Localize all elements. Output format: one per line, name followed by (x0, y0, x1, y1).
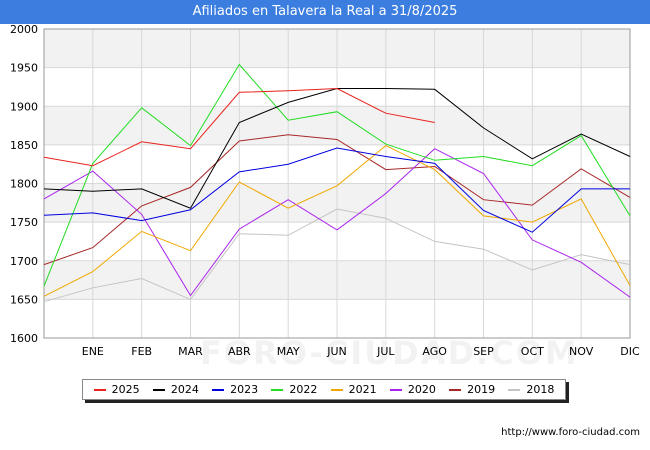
legend-swatch (212, 388, 225, 391)
y-tick-label: 1700 (10, 255, 38, 268)
legend-label: 2019 (467, 383, 496, 396)
legend-label: 2024 (170, 383, 199, 396)
series-line-2025 (43, 87, 435, 167)
legend-swatch (449, 388, 462, 391)
legend-label: 2021 (348, 383, 377, 396)
y-tick-label: 1950 (10, 62, 38, 75)
series-line-2019 (43, 134, 631, 266)
legend-swatch (152, 388, 165, 391)
plot-border (43, 28, 631, 339)
legend-item-2023: 2023 (212, 383, 258, 396)
x-tick-label: JUL (376, 345, 395, 358)
x-tick-label: MAY (277, 345, 300, 358)
y-tick-label: 1850 (10, 139, 38, 152)
x-tick-label: JUN (326, 345, 347, 358)
series-line-2020 (43, 148, 631, 298)
legend-item-2021: 2021 (330, 383, 377, 396)
x-tick-label: NOV (569, 345, 594, 358)
legend-swatch (93, 388, 106, 391)
chart-title: Afiliados en Talavera la Real a 31/8/202… (0, 0, 650, 24)
x-tick-label: ENE (82, 345, 104, 358)
x-tick-label: FEB (131, 345, 152, 358)
y-tick-label: 1800 (10, 178, 38, 191)
x-tick-label: AGO (422, 345, 447, 358)
x-tick-label: ABR (228, 345, 251, 358)
y-tick-label: 1600 (10, 332, 38, 345)
x-tick-label: OCT (521, 345, 544, 358)
legend-label: 2023 (230, 383, 259, 396)
series-line-2021 (43, 145, 631, 297)
y-tick-label: 1750 (10, 216, 38, 229)
legend-item-2019: 2019 (449, 383, 495, 396)
series-line-2023 (43, 147, 630, 233)
legend-swatch (389, 388, 402, 391)
legend-label: 2020 (407, 383, 436, 396)
legend-label: 2018 (526, 383, 555, 396)
chart-legend: 2025 2024 2023 2022 2021 2020 2019 2018 (82, 379, 566, 400)
legend-item-2018: 2018 (508, 383, 554, 396)
series-line-2022 (43, 63, 631, 287)
y-tick-label: 1900 (10, 100, 38, 113)
series-line-2018 (43, 208, 631, 303)
chart-watermark: FORO-CIUDAD.COM (200, 334, 579, 372)
legend-item-2025: 2025 (93, 383, 140, 396)
legend-swatch (508, 388, 521, 391)
legend-item-2020: 2020 (389, 383, 436, 396)
x-tick-label: DIC (620, 345, 640, 358)
legend-label: 2022 (289, 383, 318, 396)
y-tick-label: 1650 (10, 293, 38, 306)
x-tick-label: MAR (178, 345, 203, 358)
legend-swatch (330, 388, 343, 391)
y-tick-label: 2000 (10, 23, 38, 36)
legend-swatch (271, 388, 284, 391)
source-url: http://www.foro-ciudad.com (501, 427, 640, 438)
legend-item-2022: 2022 (271, 383, 317, 396)
x-tick-label: SEP (473, 345, 494, 358)
legend-label: 2025 (111, 383, 140, 396)
legend-item-2024: 2024 (152, 383, 199, 396)
